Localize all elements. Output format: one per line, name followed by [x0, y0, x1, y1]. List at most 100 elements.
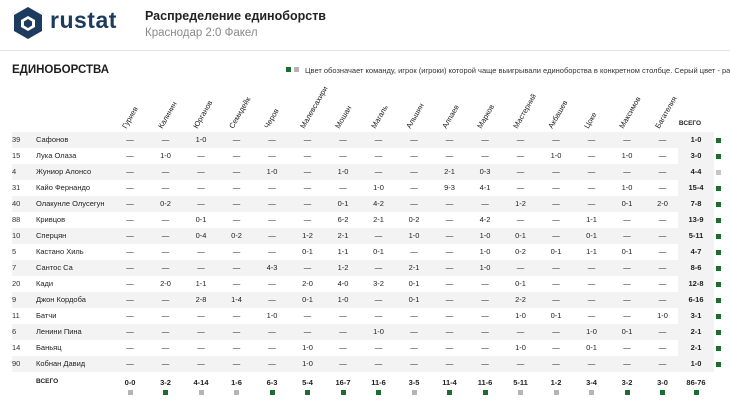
player-name[interactable]: Сперцян — [36, 231, 67, 240]
duel-cell: — — [126, 215, 134, 224]
duel-cell: — — [410, 359, 418, 368]
player-name[interactable]: Батчи — [36, 311, 57, 320]
player-total: 3-0 — [690, 151, 702, 160]
table-row[interactable]: 10 Сперцян — — 0-4 0-2 — 1-2 2-1 — 1-0 — 1-0 0-1 — 0-1 —… — [12, 228, 724, 244]
duel-cell: — — [161, 135, 170, 144]
duel-cell: 2-8 — [195, 295, 207, 304]
rustat-logo-icon[interactable] — [12, 6, 44, 40]
column-header-label: Гуриев — [120, 104, 140, 130]
team-color-marker — [716, 298, 721, 303]
table-row[interactable]: 14 Баньяц — — — — — 1-0 — — — — — 1-0 — 0-1 — — 2-1 — [12, 340, 724, 356]
page-title: Распределение единоборств — [145, 9, 326, 23]
duel-cell: 1-0 — [479, 231, 491, 240]
duel-cell: — — [126, 167, 134, 176]
duel-cell: — — [303, 199, 312, 208]
player-name[interactable]: Кади — [36, 279, 54, 288]
column-total: 5-11 — [513, 378, 528, 387]
duel-cell: — — [445, 359, 454, 368]
duel-cell: — — [552, 263, 560, 272]
duel-cell: — — [232, 263, 241, 272]
duel-cell: — — [445, 295, 454, 304]
player-name[interactable]: Жуниор Алонсо — [36, 167, 92, 176]
player-name[interactable]: Сантос Са — [36, 263, 73, 272]
duel-cell: 1-0 — [373, 327, 384, 336]
duel-cell: 2-2 — [515, 295, 526, 304]
player-name[interactable]: Кобнан Давид — [36, 359, 86, 368]
legend-text: Цвет обозначает команду, игрок (игроки) … — [305, 66, 730, 75]
duel-cell: — — [339, 151, 347, 160]
player-total: 12-8 — [688, 279, 704, 288]
player-name[interactable]: Кайо Фернандо — [36, 183, 91, 192]
duel-cell: — — [161, 311, 170, 320]
total-cell-bg — [678, 324, 714, 340]
row-band — [12, 356, 678, 372]
player-name[interactable]: Лука Олаза — [36, 151, 77, 160]
duel-cell: — — [658, 343, 667, 352]
row-band — [12, 196, 678, 212]
column-total: 3-5 — [408, 378, 420, 387]
table-row[interactable]: 40 Олакунле Олусегун — 0-2 — — — — 0-1 4-2 — — — 1-2 —… — [12, 196, 724, 212]
duel-cell: 1-0 — [550, 151, 562, 160]
total-cell-bg — [678, 228, 714, 244]
duel-cell: — — [623, 311, 631, 320]
player-name[interactable]: Кастано Хиль — [36, 247, 84, 256]
table-row[interactable]: 9 Джон Кордоба — — 2-8 1-4 — 0-1 1-0 — 0-1 — — 2-2 — — —… — [12, 292, 724, 308]
player-number: 7 — [12, 263, 17, 272]
table-row[interactable]: 15 Лука Олаза — 1-0 — — — — — — — — — — 1-0 — 1-0 — 3-0 — [12, 148, 724, 164]
table-row[interactable]: 88 Кривцов — — 0-1 — — — 6-2 2-1 0-2 — 4-2 — — 1-1 — — 13-… — [12, 212, 724, 228]
duel-cell: — — [587, 279, 596, 288]
player-name[interactable]: Сафонов — [36, 135, 69, 144]
duel-cell: — — [303, 327, 312, 336]
column-total-marker — [589, 390, 594, 395]
table-row[interactable]: 31 Кайо Фернандо — — — — — — — 1-0 — 9-3 4-1 — — — 1-0 — 1… — [12, 180, 724, 196]
duel-cell: 1-0 — [479, 247, 491, 256]
duel-cell: — — [552, 279, 560, 288]
player-number: 14 — [12, 343, 21, 352]
duel-cell: 0-1 — [337, 199, 349, 208]
column-total-marker — [376, 390, 381, 395]
row-band — [12, 164, 678, 180]
duel-cell: — — [374, 343, 383, 352]
team-color-marker — [716, 154, 721, 159]
duel-cell: — — [339, 359, 347, 368]
column-total-marker — [269, 390, 275, 395]
team-color-marker — [716, 250, 721, 255]
column-total-marker — [660, 390, 665, 395]
duel-cell: — — [303, 263, 312, 272]
duel-cell: 0-1 — [408, 279, 420, 288]
duel-cell: 0-1 — [408, 295, 420, 304]
table-row[interactable]: 4 Жуниор Алонсо — — — — 1-0 — 1-0 — — 2-1 0-3 — — — — — 4-… — [12, 164, 724, 180]
duel-cell: 0-1 — [550, 247, 562, 256]
team-color-marker — [716, 330, 721, 335]
duel-cell: — — [410, 327, 418, 336]
duel-cell: — — [516, 215, 525, 224]
table-row[interactable]: 20 Кади — 2-0 1-1 — — 2-0 4-0 3-2 0-1 — — 0-1 — — — — 12-8 — [12, 276, 724, 292]
duel-cell: — — [232, 215, 241, 224]
match-subtitle: Краснодар 2:0 Факел — [145, 27, 258, 39]
table-row[interactable]: 11 Батчи — — — — 1-0 — — — — — — 1-0 0-1 — — 1-0 3-1 — [12, 308, 724, 324]
duel-cell: — — [658, 151, 667, 160]
duel-cell: — — [268, 343, 276, 352]
duel-cell: 0-1 — [515, 279, 526, 288]
duel-cell: — — [303, 135, 312, 144]
duel-cell: 0-1 — [550, 311, 562, 320]
table-row[interactable]: 6 Ленини Пина — — — — — — — 1-0 — — — — — 1-0 0-1 — 2-1 — [12, 324, 724, 340]
duel-cell: — — [623, 343, 631, 352]
player-name[interactable]: Ленини Пина — [36, 327, 82, 336]
column-total-marker — [198, 390, 204, 395]
player-name[interactable]: Джон Кордоба — [36, 295, 86, 304]
table-row[interactable]: 5 Кастано Хиль — — — — — 0-1 1-1 0-1 — — 1-0 0-2 0-1 1-… — [12, 244, 724, 260]
table-row[interactable]: 90 Кобнан Давид — — — — — 1-0 — — — — — — — — — — 1-0 — [12, 356, 724, 372]
brand-name[interactable]: rustat — [50, 7, 117, 33]
player-name[interactable]: Кривцов — [36, 215, 66, 224]
player-name[interactable]: Олакунле Олусегун — [36, 199, 105, 208]
total-cell-bg — [678, 356, 714, 372]
team-color-marker — [716, 218, 721, 223]
table-row[interactable]: 39 Сафонов — — 1-0 — — — — — — — — — — — — — 1-0 — [12, 132, 724, 148]
table-row[interactable]: 7 Сантос Са — — — — 4-3 — 1-2 — 2-1 — 1-0 — — — — — 8-6 — [12, 260, 724, 276]
player-name[interactable]: Баньяц — [36, 343, 62, 352]
duel-cell: — — [552, 359, 560, 368]
duel-cell: — — [658, 231, 667, 240]
column-header-label: Мастерний — [510, 92, 538, 130]
duel-cell: 1-4 — [231, 295, 242, 304]
